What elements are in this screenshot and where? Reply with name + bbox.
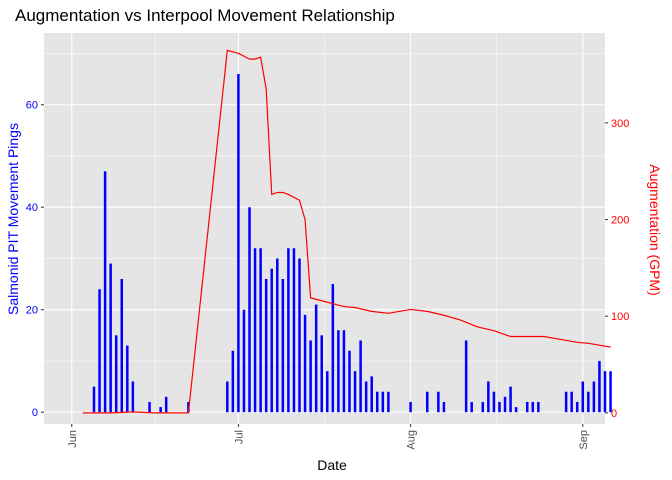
bar xyxy=(470,401,473,413)
bar xyxy=(226,381,229,413)
bar xyxy=(331,284,335,413)
bar xyxy=(437,391,440,413)
x-axis-title: Date xyxy=(317,457,347,473)
y-axis-title-right: Augmentation (GPM) xyxy=(647,164,663,296)
y-tick-label-left: 20 xyxy=(26,305,38,317)
bar xyxy=(281,278,285,413)
bar xyxy=(337,330,340,413)
bar xyxy=(259,248,262,413)
bar xyxy=(498,401,501,413)
bar xyxy=(587,391,590,413)
bar xyxy=(292,248,296,413)
bar xyxy=(525,401,529,413)
bar xyxy=(237,73,240,413)
bar xyxy=(314,304,318,413)
bar xyxy=(503,396,507,413)
bar xyxy=(514,407,518,413)
bar xyxy=(114,335,118,413)
bar xyxy=(298,258,301,413)
bar xyxy=(531,401,535,413)
bar xyxy=(270,268,273,413)
bar xyxy=(581,381,585,413)
bar xyxy=(376,391,379,413)
bar xyxy=(159,407,162,413)
bar xyxy=(231,350,235,413)
x-tick-label: Aug xyxy=(406,430,418,450)
bar xyxy=(164,396,168,413)
bar xyxy=(564,391,568,413)
bar xyxy=(492,391,496,413)
bar xyxy=(187,401,190,413)
bar xyxy=(359,340,362,413)
bar xyxy=(481,401,485,413)
y-tick-label-right: 0 xyxy=(611,408,617,420)
x-tick-label: Jun xyxy=(67,430,79,448)
bar xyxy=(598,360,601,413)
bar xyxy=(426,391,429,413)
bar xyxy=(309,340,312,413)
bar xyxy=(592,381,596,413)
bar xyxy=(92,386,96,413)
bar xyxy=(326,371,329,413)
bar xyxy=(253,248,257,413)
bar xyxy=(381,391,385,413)
y-tick-label-right: 300 xyxy=(611,118,629,130)
bar xyxy=(487,381,490,413)
bar xyxy=(242,309,246,413)
bar xyxy=(442,401,446,413)
bar xyxy=(370,376,373,413)
bar xyxy=(387,391,390,413)
bar xyxy=(131,381,135,413)
y-tick-label-right: 100 xyxy=(611,311,629,323)
bar xyxy=(464,340,468,413)
y-axis-title-left: Salmonid PIT Movement Pings xyxy=(5,123,21,315)
bar xyxy=(148,401,151,413)
y-tick-label-left: 40 xyxy=(26,202,38,214)
bar xyxy=(609,371,612,413)
bar xyxy=(342,330,346,413)
bar xyxy=(409,401,412,413)
bar xyxy=(570,391,573,413)
bar-series xyxy=(92,73,612,413)
bar xyxy=(537,401,540,413)
bar xyxy=(287,248,290,413)
bar xyxy=(276,258,279,413)
bar xyxy=(103,171,107,413)
bar xyxy=(575,401,579,413)
bar xyxy=(98,289,101,413)
chart-title: Augmentation vs Interpool Movement Relat… xyxy=(15,6,395,25)
augmentation-line xyxy=(82,49,611,414)
bar xyxy=(248,207,251,413)
bar xyxy=(126,345,129,413)
bar xyxy=(120,278,124,413)
bar xyxy=(603,371,607,413)
bar xyxy=(320,335,323,413)
bar xyxy=(364,381,368,413)
bar xyxy=(509,386,512,413)
bar xyxy=(303,314,307,413)
bar xyxy=(109,263,112,413)
axes: 0 20 40 60 0 100 200 300 Jun Jul Aug Sep xyxy=(26,100,630,450)
x-tick-label: Sep xyxy=(578,430,590,450)
x-tick-label: Jul xyxy=(233,430,245,444)
y-tick-label-left: 60 xyxy=(26,100,38,112)
bar xyxy=(353,371,357,413)
y-tick-label-right: 200 xyxy=(611,215,629,227)
bar xyxy=(264,278,268,413)
y-tick-label-left: 0 xyxy=(32,407,38,419)
bar xyxy=(348,350,351,413)
